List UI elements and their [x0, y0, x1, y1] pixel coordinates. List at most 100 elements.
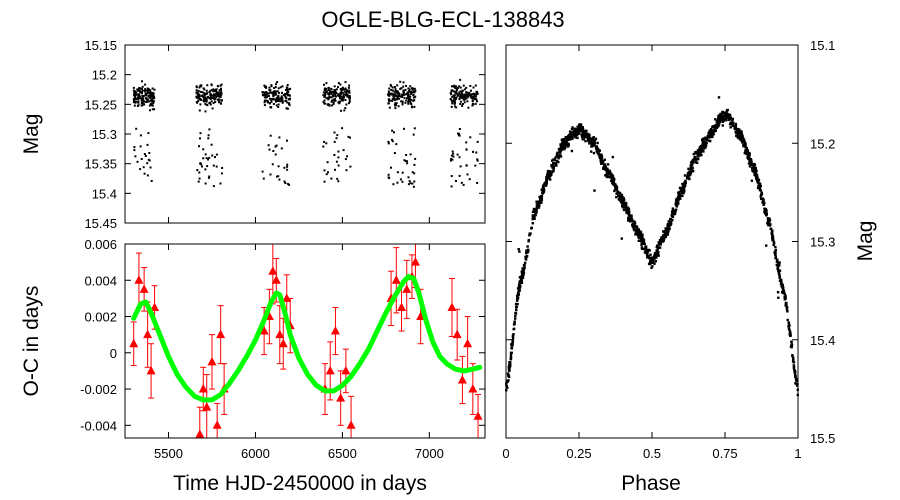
light-curve-point — [275, 83, 277, 86]
phased-point — [710, 132, 714, 135]
light-curve-point — [450, 99, 453, 102]
phased-point — [722, 119, 725, 122]
light-curve-point — [348, 84, 351, 87]
phased-point — [559, 149, 563, 152]
phased-point — [540, 197, 543, 200]
light-curve-point — [337, 93, 340, 96]
phased-point — [515, 299, 519, 302]
light-curve-point — [283, 180, 286, 183]
phased-point — [700, 144, 704, 147]
light-curve-point — [272, 98, 275, 101]
light-curve-point — [139, 145, 142, 148]
phased-point — [666, 230, 670, 233]
phased-point — [622, 196, 625, 200]
phased-point — [620, 196, 624, 199]
phased-point — [526, 245, 529, 248]
phased-point — [505, 385, 508, 389]
phased-point — [575, 131, 578, 135]
phased-point — [702, 142, 706, 145]
light-curve-point — [335, 88, 338, 91]
phased-point — [774, 251, 777, 254]
phased-point — [569, 138, 572, 141]
xtick-label: 0.5 — [643, 446, 661, 461]
light-curve-point — [334, 99, 337, 102]
phased-point — [534, 208, 538, 211]
phased-point — [666, 229, 669, 232]
o-c-point — [463, 338, 473, 348]
phased-point — [641, 237, 645, 240]
phased-point — [672, 210, 675, 213]
light-curve-point — [402, 81, 405, 84]
light-curve-point — [212, 164, 215, 167]
light-curve-point — [322, 145, 325, 148]
light-curve-point — [391, 98, 394, 100]
light-curve-point — [201, 165, 203, 168]
light-curve-point — [141, 97, 144, 100]
light-curve-point — [457, 94, 460, 97]
phased-point — [742, 143, 745, 146]
light-curve-point — [137, 104, 140, 107]
phased-point — [585, 129, 588, 132]
light-curve-point — [198, 98, 201, 101]
light-curve-point — [413, 172, 416, 175]
light-curve-point — [402, 91, 405, 94]
phased-point — [710, 128, 713, 131]
phased-point — [790, 341, 793, 344]
light-curve-point — [462, 84, 465, 87]
light-curve-point — [323, 96, 326, 98]
light-curve-point — [277, 165, 280, 168]
light-curve-point — [286, 101, 289, 104]
light-curve-point — [387, 90, 390, 93]
phased-point — [635, 229, 638, 232]
phased-point — [639, 231, 643, 234]
light-curve-point — [475, 98, 478, 101]
o-c-point — [207, 356, 217, 366]
light-curve-point — [465, 164, 468, 167]
light-curve-point — [451, 158, 454, 161]
light-curve-point — [403, 159, 406, 162]
phased-point — [511, 335, 515, 338]
phased-point — [788, 330, 792, 333]
light-curve-point — [263, 84, 266, 87]
light-curve-point — [150, 179, 153, 182]
light-curve-point — [195, 85, 198, 88]
phased-point — [784, 302, 787, 305]
phased-point — [535, 200, 538, 203]
light-curve-point — [460, 96, 463, 99]
phased-point — [620, 194, 624, 197]
light-curve-point — [286, 163, 289, 166]
light-curve-point — [396, 96, 399, 99]
light-curve-point — [461, 92, 463, 95]
light-curve-point — [146, 92, 149, 95]
phased-point — [778, 279, 782, 282]
light-curve-point — [476, 100, 478, 103]
phased-point — [750, 160, 753, 164]
phased-point — [563, 140, 567, 143]
light-curve-point — [476, 159, 479, 162]
phased-point — [629, 220, 632, 223]
light-curve-point — [407, 176, 410, 179]
light-curve-point — [286, 165, 289, 168]
phased-point — [653, 254, 656, 257]
light-curve-point — [331, 91, 334, 94]
light-curve-point — [323, 140, 326, 143]
phased-point — [774, 253, 777, 256]
light-curve-point — [204, 92, 207, 95]
light-curve-point — [405, 93, 408, 96]
light-curve-point — [332, 92, 335, 95]
o-c-point — [452, 329, 462, 339]
light-curve-point — [347, 90, 350, 93]
o-c-point — [457, 374, 467, 384]
light-curve-point — [146, 143, 149, 146]
phased-point — [590, 141, 593, 144]
light-curve-point — [208, 97, 211, 100]
phased-point — [728, 123, 732, 126]
light-curve-point — [406, 97, 409, 100]
phased-point — [699, 154, 703, 157]
light-curve-point — [334, 92, 337, 95]
light-curve-point — [268, 95, 270, 97]
phased-point — [711, 134, 714, 137]
light-curve-point — [220, 91, 223, 94]
phased-point — [531, 217, 534, 221]
light-curve-point — [339, 97, 342, 100]
